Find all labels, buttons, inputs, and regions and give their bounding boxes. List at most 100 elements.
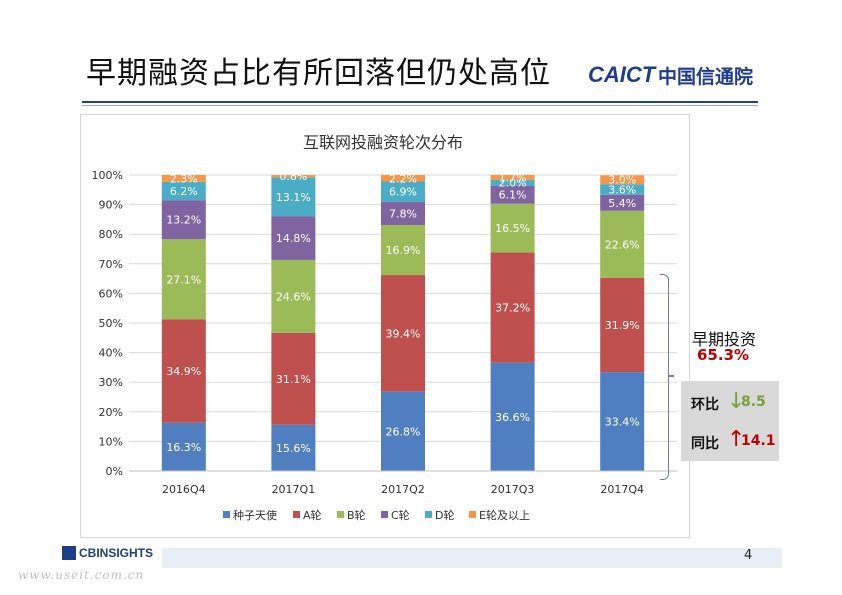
data-label: 6.1% [499,189,527,202]
data-label: 26.8% [386,425,421,438]
bracket-tick [668,375,674,377]
legend-label: C轮 [391,508,410,522]
bar-segment [490,203,535,253]
legend-label: A轮 [303,508,322,522]
bar-segment [161,200,206,240]
yoy-value: 14.1 [741,433,776,449]
y-tick-label: 70% [99,258,123,271]
bar-segment [271,216,316,260]
data-label: 33.4% [605,416,640,429]
bar-segment [600,372,645,471]
watermark: www.useit.com.cn [18,568,145,582]
bar-segment [490,179,535,186]
legend-label: 种子天使 [233,508,277,522]
data-label: 0.8% [279,170,307,183]
data-label: 13.2% [166,214,201,227]
data-label: 34.9% [166,365,201,378]
data-label: 14.8% [276,232,311,245]
cb-insights-logo: CBINSIGHTS [62,546,153,560]
data-label: 3.6% [608,184,636,197]
x-tick-label: 2017Q4 [600,483,644,496]
bar-segment [600,184,645,195]
data-label: 16.9% [386,244,421,257]
data-label: 6.9% [389,186,417,199]
legend-swatch [425,511,432,518]
legend-label: E轮及以上 [479,508,530,522]
y-tick-label: 100% [92,169,123,182]
bar-segment [161,422,206,471]
data-label: 37.2% [495,302,530,315]
bar-segment [381,391,425,471]
qoq-label: 环比 [691,397,719,413]
x-tick-label: 2017Q2 [381,483,425,496]
early-investment-bracket [660,274,669,480]
data-label: 31.9% [605,319,640,332]
bar-segment [271,332,316,425]
data-label: 24.6% [276,290,311,303]
data-label: 22.6% [605,238,640,251]
chart-frame: 互联网投融资轮次分布 0% 10% 20% 30% 40% 50% 60% 70% 80% 90% 1… [80,114,690,538]
y-tick-label: 40% [99,347,123,360]
bar-segment [271,259,316,333]
data-label: 27.1% [166,273,201,286]
data-label: 36.6% [495,411,530,424]
data-label: 3.0% [608,174,636,187]
y-tick-label: 60% [99,287,123,300]
x-tick-label: 2017Q1 [272,483,316,496]
bar-segment [381,175,425,182]
bar-segment [271,175,316,178]
bar-segment [161,319,206,423]
data-label: 39.4% [386,327,421,340]
data-label: 6.2% [170,185,198,198]
legend-swatch [223,511,230,518]
data-label: 2.3% [170,172,198,185]
legend-label: D轮 [435,508,454,522]
y-tick-label: 30% [99,376,123,389]
data-label: 1.7% [499,171,527,184]
bar-segment [271,424,316,471]
bar-segment [490,252,535,363]
bar-segment [600,277,645,373]
y-tick-label: 10% [99,435,123,448]
data-label: 31.1% [276,373,311,386]
data-label: 16.3% [166,441,201,454]
change-panel: 环比 ↓ 8.5 同比 ↑ 14.1 [681,381,779,461]
bar-segment [490,175,535,180]
bar-segment [161,239,206,320]
bar-segment [381,275,425,392]
legend-swatch [469,511,476,518]
page-number: 4 [744,548,753,563]
bar-segment [381,225,425,276]
footer-bar [162,548,782,568]
early-investment-label: 早期投资 [692,330,757,349]
data-label: 2.0% [499,177,527,190]
cb-logo-text: CBINSIGHTS [79,546,154,560]
y-tick-label: 20% [99,406,123,419]
bar-segment [381,181,425,202]
x-tick-label: 2017Q3 [491,483,535,496]
y-tick-label: 0% [106,465,123,478]
bar-segment [600,210,645,278]
data-label: 7.8% [389,207,417,220]
y-tick-label: 80% [99,228,123,241]
data-label: 13.1% [276,191,311,204]
qoq-value: 8.5 [741,394,766,410]
bar-segment [600,194,645,211]
bar-segment [490,362,535,471]
bar-segment [161,175,206,182]
cb-logo-icon [62,546,76,560]
yoy-label: 同比 [691,436,719,452]
caict-logo: CAICT [588,62,656,87]
x-tick-label: 2016Q4 [162,483,206,496]
legend-label: B轮 [347,508,366,522]
title-divider-thin [82,105,758,106]
data-label: 2.2% [389,172,417,185]
down-arrow-icon: ↓ [727,389,746,414]
legend-swatch [337,511,344,518]
page-title: 早期融资占比有所回落但仍处高位 [86,56,551,91]
title-divider [82,101,758,103]
early-investment-value: 65.3% [697,346,750,364]
data-label: 15.6% [276,442,311,455]
bar-segment [490,185,535,204]
legend-swatch [381,511,388,518]
